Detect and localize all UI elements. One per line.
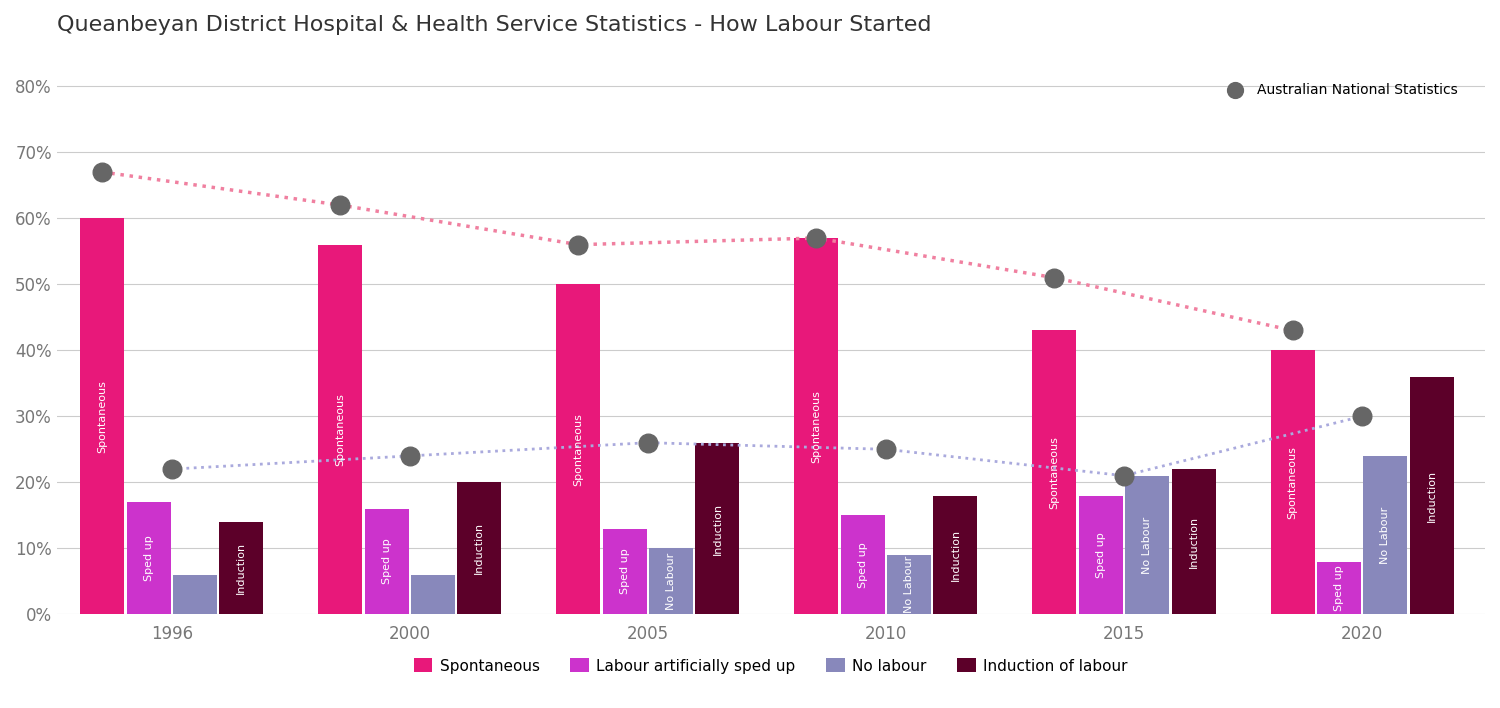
Text: Sped up: Sped up xyxy=(858,542,867,588)
Bar xyxy=(1172,469,1215,615)
Text: Spontaneous: Spontaneous xyxy=(573,413,584,486)
Text: Spontaneous: Spontaneous xyxy=(334,393,345,466)
Text: Induction: Induction xyxy=(712,503,723,554)
Point xyxy=(636,437,660,448)
Text: Induction: Induction xyxy=(236,542,246,594)
Text: Induction: Induction xyxy=(951,529,960,581)
Legend: Australian National Statistics: Australian National Statistics xyxy=(1216,77,1464,102)
Point xyxy=(328,200,352,211)
Bar xyxy=(795,238,838,615)
Bar xyxy=(126,502,171,615)
Text: Spontaneous: Spontaneous xyxy=(1050,436,1059,509)
Bar xyxy=(1032,331,1077,615)
Text: Sped up: Sped up xyxy=(620,549,630,594)
Bar xyxy=(556,285,600,615)
Point xyxy=(1042,272,1066,283)
Text: Sped up: Sped up xyxy=(1096,532,1106,578)
Text: Spontaneous: Spontaneous xyxy=(98,380,106,452)
Text: Induction: Induction xyxy=(1188,515,1198,568)
Bar xyxy=(1125,476,1168,615)
Text: No Labour: No Labour xyxy=(1142,516,1152,573)
Bar xyxy=(1270,350,1314,615)
Point xyxy=(874,444,898,455)
Bar xyxy=(886,555,932,615)
Bar xyxy=(1364,456,1407,615)
Bar xyxy=(80,218,124,615)
Bar xyxy=(1410,377,1454,615)
Point xyxy=(90,166,114,178)
Point xyxy=(1281,325,1305,336)
Point xyxy=(159,464,183,475)
Bar xyxy=(603,528,646,615)
Text: Sped up: Sped up xyxy=(1334,565,1344,611)
Text: No Labour: No Labour xyxy=(904,556,914,613)
Point xyxy=(567,239,591,251)
Text: Induction: Induction xyxy=(474,523,484,574)
Text: Induction: Induction xyxy=(1426,469,1437,522)
Bar xyxy=(219,522,262,615)
Point xyxy=(1112,470,1136,481)
Bar xyxy=(933,496,978,615)
Point xyxy=(804,232,828,244)
Bar xyxy=(1078,496,1124,615)
Text: No Labour: No Labour xyxy=(666,553,676,610)
Point xyxy=(398,450,422,462)
Text: Spontaneous: Spontaneous xyxy=(812,390,822,462)
Bar xyxy=(172,575,217,615)
Bar xyxy=(364,509,408,615)
Bar xyxy=(1317,561,1360,615)
Bar xyxy=(318,245,362,615)
Text: Queanbeyan District Hospital & Health Service Statistics - How Labour Started: Queanbeyan District Hospital & Health Se… xyxy=(57,15,932,35)
Bar xyxy=(458,482,501,615)
Text: No Labour: No Labour xyxy=(1380,506,1390,564)
Bar xyxy=(696,442,740,615)
Text: Sped up: Sped up xyxy=(381,539,392,584)
Text: Sped up: Sped up xyxy=(144,535,153,581)
Bar xyxy=(840,515,885,615)
Text: Spontaneous: Spontaneous xyxy=(1287,446,1298,519)
Bar xyxy=(650,548,693,615)
Point xyxy=(1350,411,1374,422)
Bar xyxy=(411,575,454,615)
